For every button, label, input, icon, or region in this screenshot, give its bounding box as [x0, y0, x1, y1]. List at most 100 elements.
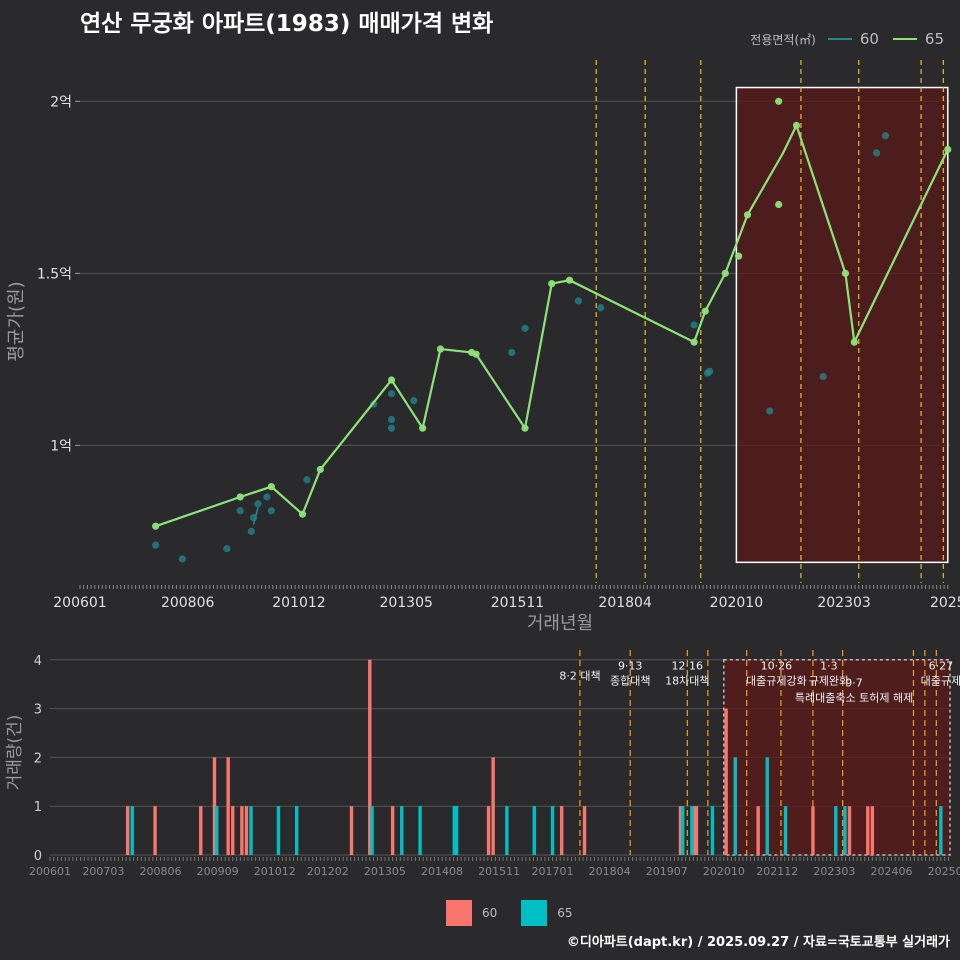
- chart-title: 연산 무궁화 아파트(1983) 매매가격 변화: [80, 11, 494, 37]
- volume-x-tick-label: 200909: [197, 865, 239, 878]
- price-point-65: [743, 211, 752, 219]
- volume-y-tick-label: 4: [34, 654, 42, 669]
- volume-bar-60: [125, 806, 130, 855]
- legend-label-60: 60: [859, 30, 879, 48]
- volume-bar-60: [559, 806, 564, 855]
- price-point-65: [521, 424, 529, 432]
- price-point-60: [819, 372, 827, 381]
- volume-policy-annotation: 1·3 규제완화: [809, 660, 849, 688]
- price-point-65: [721, 269, 729, 277]
- volume-legend: 60 65: [446, 900, 587, 926]
- legend-swatch-65: [521, 900, 548, 926]
- volume-bar-65: [550, 806, 555, 855]
- price-point-65: [236, 493, 244, 501]
- volume-bar-65: [418, 806, 422, 855]
- price-x-tick-label: 2025: [930, 595, 960, 611]
- legend-swatch-60: [446, 900, 472, 926]
- price-point-60: [267, 507, 275, 515]
- volume-y-tick-label: 3: [34, 703, 42, 718]
- volume-x-tick-label: 201907: [646, 865, 688, 878]
- volume-x-tick-label: 201804: [589, 865, 631, 878]
- volume-x-tick-label: 200703: [82, 865, 124, 878]
- volume-bar-60: [811, 806, 815, 855]
- volume-bar-65: [681, 806, 685, 855]
- price-point-65: [850, 338, 858, 346]
- price-x-tick-label: 200806: [161, 595, 215, 611]
- volume-legend-label-65: 65: [557, 906, 573, 920]
- price-point-60: [597, 304, 605, 312]
- price-point-65: [548, 280, 556, 288]
- volume-bar-60: [724, 708, 728, 855]
- volume-policy-annotation-line: 9·13: [618, 660, 643, 673]
- source-credit: ©디아파트(dapt.kr) / 2025.09.27 / 자료=국토교통부 실…: [566, 935, 950, 950]
- volume-x-tick-label: 200601: [29, 865, 71, 878]
- price-point-65: [419, 424, 427, 432]
- price-x-tick-label: 200601: [53, 595, 106, 611]
- volume-bar-60: [226, 757, 230, 855]
- price-point-60: [178, 555, 186, 563]
- price-point-60: [254, 500, 262, 508]
- price-point-60: [152, 541, 160, 549]
- price-point-60: [574, 297, 583, 305]
- volume-x-tick-label: 202303: [813, 865, 855, 878]
- volume-bar-60: [870, 806, 875, 855]
- volume-bar-60: [368, 659, 372, 855]
- volume-bar-60: [240, 806, 244, 855]
- price-point-60: [706, 367, 714, 375]
- volume-bar-60: [212, 757, 217, 855]
- volume-bar-60: [694, 806, 699, 855]
- volume-y-tick-label: 1: [34, 800, 42, 815]
- price-point-60: [236, 507, 244, 515]
- volume-bar-65: [765, 757, 769, 855]
- volume-policy-annotation-line: 대출규제: [921, 675, 960, 688]
- price-x-tick-label: 201012: [272, 595, 325, 611]
- volume-bar-65: [690, 806, 694, 855]
- volume-policy-annotation-line: 18차대책: [665, 675, 709, 688]
- legend-label-65: 65: [924, 30, 944, 48]
- volume-policy-annotation: 8·2 대책: [559, 669, 600, 682]
- volume-bar-65: [130, 806, 134, 855]
- price-x-axis-title: 거래년월: [527, 613, 593, 634]
- volume-legend-label-60: 60: [482, 906, 498, 920]
- volume-bar-65: [276, 806, 281, 855]
- volume-policy-annotation-line: 10·26: [761, 660, 793, 673]
- price-point-60: [263, 493, 271, 501]
- volume-bar-65: [939, 806, 943, 855]
- price-legend-title: 전용면적(㎡): [750, 32, 816, 47]
- volume-policy-annotation: 9·7 특례대출축소 토허제 해제: [795, 677, 913, 705]
- volume-policy-annotation-line: 6·27: [929, 660, 954, 673]
- price-y-tick-label: 1억: [50, 438, 72, 454]
- volume-bar-65: [295, 806, 299, 855]
- price-x-tick-label: 201511: [491, 595, 544, 611]
- volume-policy-annotation: 12·16 18차대책: [665, 660, 709, 688]
- volume-bar-60: [491, 757, 495, 855]
- price-point-65: [387, 376, 396, 384]
- volume-y-tick-label: 0: [34, 849, 42, 864]
- volume-policy-annotation: 9·13 종합대책: [610, 660, 650, 688]
- volume-x-tick-label: 202112: [756, 865, 798, 878]
- volume-y-tick-label: 2: [34, 751, 42, 766]
- price-point-65: [775, 97, 783, 105]
- volume-policy-annotation: 10·26 대출규제강화: [746, 660, 807, 688]
- volume-bar-65: [370, 806, 374, 855]
- price-point-60: [521, 324, 529, 332]
- volume-policy-annotation-line: 특례대출축소 토허제 해제: [795, 691, 913, 705]
- price-x-tick-label: 201305: [379, 595, 432, 611]
- volume-bar-60: [390, 806, 395, 855]
- price-highlight-region: [735, 86, 949, 564]
- price-x-tick-label: 201804: [598, 595, 652, 611]
- price-x-tick-label: 202303: [817, 595, 870, 611]
- price-line-65: [155, 122, 949, 528]
- volume-bar-65: [215, 806, 219, 855]
- price-point-65: [841, 269, 850, 277]
- volume-x-tick-label: 201305: [364, 865, 406, 878]
- volume-bar-60: [582, 806, 587, 855]
- price-point-65: [316, 465, 324, 474]
- price-point-60: [387, 390, 396, 398]
- volume-policy-annotation-line: 대출규제강화: [746, 675, 807, 688]
- volume-policy-annotation-line: 종합대책: [610, 675, 650, 688]
- price-point-60: [247, 527, 255, 535]
- volume-bar-65: [249, 806, 253, 855]
- price-y-tick-label: 1.5억: [37, 266, 72, 282]
- price-point-60: [690, 321, 698, 329]
